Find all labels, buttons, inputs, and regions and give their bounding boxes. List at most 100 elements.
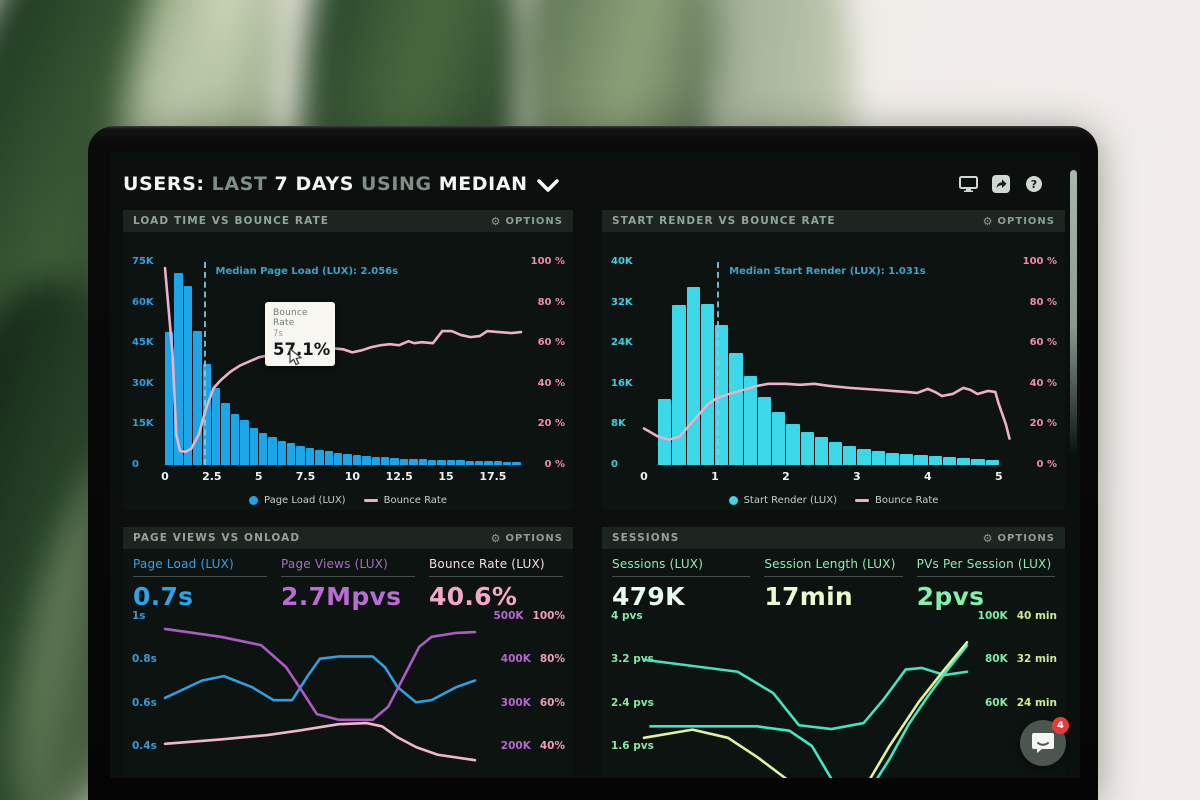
- bar: [390, 457, 399, 465]
- panel-title: START RENDER VS BOUNCE RATE: [612, 215, 836, 227]
- options-button[interactable]: ⚙ OPTIONS: [982, 214, 1055, 228]
- metric-value: 40.6%: [429, 582, 518, 611]
- plot-area: [165, 615, 475, 778]
- axis-tick-right: 100%: [532, 610, 565, 622]
- title-using: USING: [361, 173, 432, 195]
- axis-tick: 300K 60%: [501, 697, 565, 709]
- bar: [371, 456, 380, 465]
- x-axis: 0 1 2 3 4 5: [640, 470, 1013, 484]
- bounce-rate-line: [165, 262, 521, 465]
- axis-tick: 75K: [132, 256, 154, 267]
- axis-tick: 80K 32 min: [985, 653, 1057, 665]
- bar: [334, 452, 343, 465]
- share-icon[interactable]: [991, 174, 1011, 194]
- axis-tick: 40 %: [1029, 377, 1057, 389]
- display-icon[interactable]: [958, 174, 978, 194]
- bar: [857, 448, 871, 465]
- axis-tick: 30K: [132, 377, 154, 389]
- legend-item: Bounce Rate: [363, 495, 447, 506]
- metric-session-length: Session Length (LUX) 17min: [764, 557, 903, 611]
- options-button[interactable]: ⚙ OPTIONS: [490, 214, 563, 228]
- gear-icon: ⚙: [982, 214, 994, 228]
- dash-marker: [855, 499, 869, 502]
- bar: [287, 443, 296, 465]
- chevron-down-icon[interactable]: [536, 178, 559, 193]
- gear-icon: ⚙: [490, 531, 502, 545]
- bar-series: [165, 262, 521, 465]
- x-tick: 2: [782, 470, 790, 483]
- bar: [437, 459, 446, 465]
- bar: [700, 303, 715, 465]
- options-button[interactable]: ⚙ OPTIONS: [982, 531, 1055, 545]
- bar: [230, 413, 240, 465]
- metric-page-load: Page Load (LUX) 0.7s: [133, 557, 267, 611]
- panel-start-render-header: START RENDER VS BOUNCE RATE ⚙ OPTIONS: [602, 210, 1065, 232]
- axis-tick: 0 %: [1036, 458, 1057, 470]
- bar: [729, 353, 743, 465]
- bar-series: [658, 262, 999, 465]
- page-title[interactable]: USERS: LAST 7 DAYS USING MEDIAN: [123, 173, 559, 195]
- axis-ticks: 1s 0.8s 0.6s 0.4s: [132, 610, 157, 752]
- bounce-rate-tooltip: Bounce Rate 7s 57.1%: [265, 302, 335, 366]
- help-icon[interactable]: ?: [1024, 174, 1044, 194]
- dashboard-screen: USERS: LAST 7 DAYS USING MEDIAN ?: [110, 152, 1080, 778]
- title-7days: 7 DAYS: [274, 173, 355, 195]
- vertical-scrollbar[interactable]: [1070, 170, 1077, 455]
- metric-label: PVs Per Session (LUX): [916, 557, 1055, 577]
- metric-value: 2pvs: [916, 582, 985, 611]
- plot-area: Median Start Render (LUX): 1.031s: [644, 262, 1013, 465]
- metric-value: 17min: [764, 582, 854, 611]
- bar: [786, 424, 800, 465]
- axis-tick: 15K: [132, 418, 154, 430]
- options-button[interactable]: ⚙ OPTIONS: [490, 531, 563, 545]
- header-icons: ?: [958, 174, 1044, 194]
- axis-ticks: 4 pvs 3.2 pvs 2.4 pvs 1.6 pvs: [611, 610, 654, 752]
- gear-icon: ⚙: [490, 214, 502, 228]
- median-annotation: Median Start Render (LUX): 1.031s: [729, 266, 926, 277]
- bar: [165, 332, 174, 465]
- bar: [399, 458, 409, 465]
- metric-label: Sessions (LUX): [612, 557, 751, 577]
- bar: [885, 452, 900, 465]
- x-tick: 15: [438, 470, 454, 483]
- x-tick: 0: [640, 470, 648, 483]
- axis-tick: 0 %: [544, 458, 565, 470]
- bar: [409, 459, 418, 465]
- axis-tick-left: 80K: [984, 653, 1008, 666]
- metric-sessions: Sessions (LUX) 479K: [612, 557, 751, 611]
- plot-area: Median Page Load (LUX): 2.056s: [165, 262, 521, 465]
- axis-tick: 1.6 pvs: [611, 739, 654, 752]
- bar: [221, 402, 230, 465]
- axis-tick-left: 60K: [984, 696, 1008, 709]
- axis-tick-left: 100K: [977, 610, 1008, 622]
- x-tick: 1: [711, 470, 719, 483]
- axis-tick: 100 %: [1022, 256, 1057, 267]
- bar: [202, 363, 211, 465]
- bar: [362, 456, 371, 465]
- title-users: USERS:: [123, 173, 205, 195]
- bar: [315, 449, 324, 465]
- bar: [343, 454, 352, 465]
- metrics-row: Sessions (LUX) 479K Session Length (LUX)…: [602, 549, 1065, 611]
- legend-item: Page Load (LUX): [248, 495, 346, 506]
- chat-launcher-button[interactable]: 4: [1020, 717, 1069, 766]
- axis-tick: 24K: [611, 337, 633, 349]
- axis-tick: 20 %: [1029, 418, 1057, 430]
- bar: [352, 455, 362, 465]
- bar: [456, 460, 465, 465]
- bar: [474, 460, 484, 465]
- bar: [957, 458, 971, 465]
- bar: [258, 432, 268, 465]
- panel-start-render: START RENDER VS BOUNCE RATE ⚙ OPTIONS 40K…: [602, 210, 1065, 510]
- axis-tick: 0: [132, 458, 139, 470]
- metric-label: Page Views (LUX): [281, 557, 415, 577]
- bar: [277, 440, 287, 465]
- bar: [427, 459, 437, 465]
- gear-icon: ⚙: [982, 531, 994, 545]
- bar: [658, 399, 672, 465]
- bar: [493, 461, 503, 465]
- tooltip-title: Bounce Rate: [273, 308, 308, 328]
- metric-label: Session Length (LUX): [764, 557, 903, 577]
- axis-tick-right: 80%: [539, 653, 565, 666]
- bar: [829, 441, 843, 465]
